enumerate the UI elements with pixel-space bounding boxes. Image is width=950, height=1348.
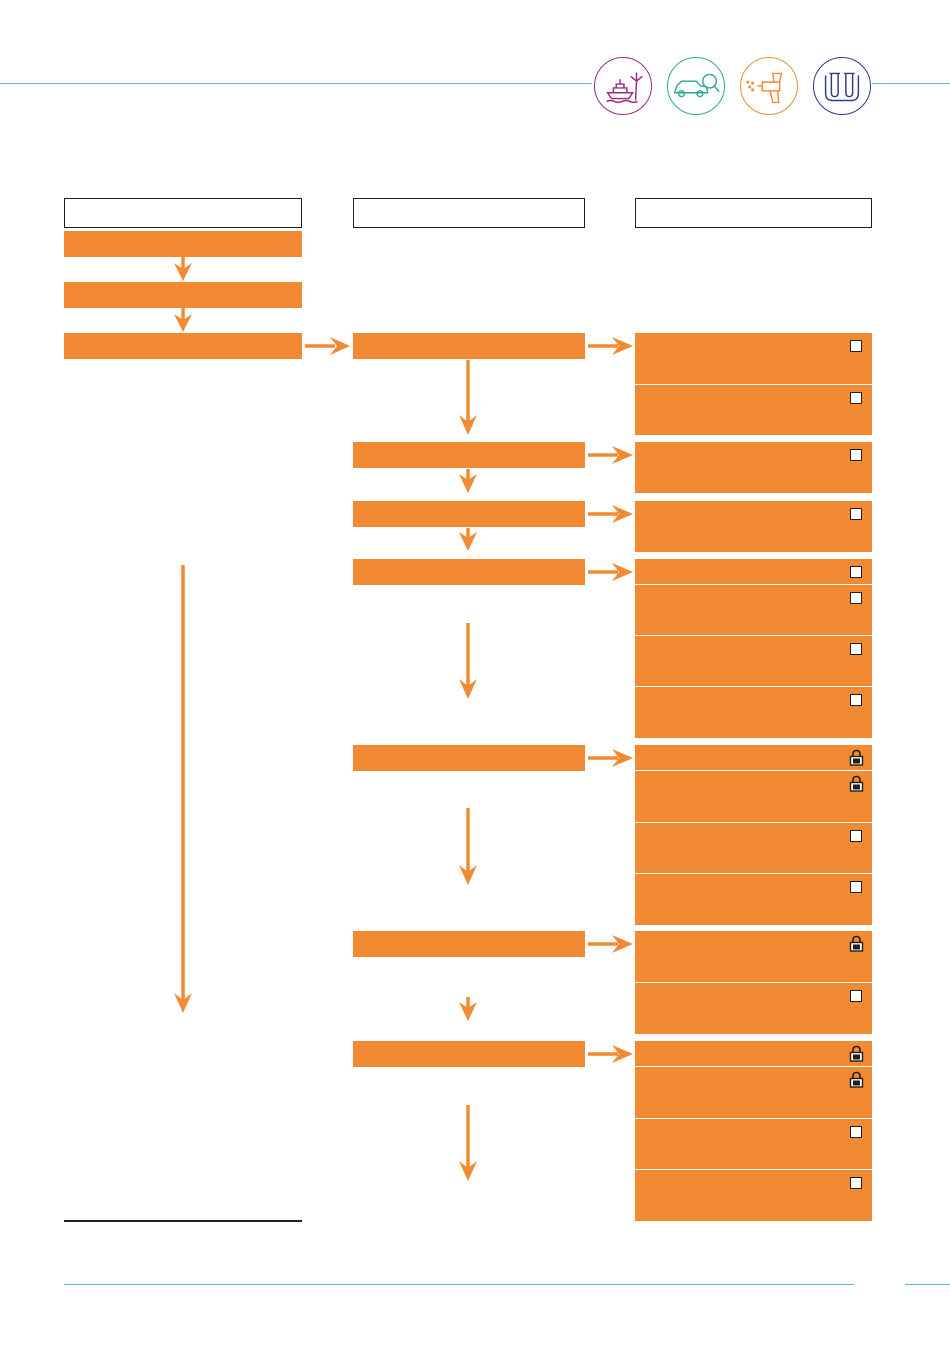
middle-step-5 xyxy=(353,745,585,771)
checkbox[interactable] xyxy=(850,881,862,893)
arrow-down xyxy=(459,360,477,435)
checkbox[interactable] xyxy=(850,694,862,706)
bottom-rule-left xyxy=(64,1284,854,1285)
checkbox[interactable] xyxy=(850,392,862,404)
checkbox[interactable] xyxy=(850,830,862,842)
middle-step-7 xyxy=(353,1041,585,1067)
arrow-right xyxy=(588,1045,633,1063)
right-cell-11 xyxy=(635,823,872,873)
arrow-down xyxy=(174,308,192,332)
right-cell-14 xyxy=(635,983,872,1034)
right-cell-4 xyxy=(635,501,872,552)
right-cell-5 xyxy=(635,559,872,584)
arrow-down xyxy=(174,565,192,1013)
spray-gun-icon xyxy=(740,57,798,115)
right-cell-6 xyxy=(635,585,872,635)
bottom-rule-right xyxy=(905,1284,950,1285)
lock-icon xyxy=(849,1045,864,1062)
middle-step-4 xyxy=(353,559,585,585)
checkbox[interactable] xyxy=(850,340,862,352)
right-cell-7 xyxy=(635,636,872,686)
middle-step-6 xyxy=(353,931,585,957)
arrow-down xyxy=(459,528,477,551)
left-step-1 xyxy=(64,231,302,257)
lock-icon xyxy=(849,1071,864,1088)
lock-icon xyxy=(849,775,864,792)
checkbox[interactable] xyxy=(850,643,862,655)
right-cell-12 xyxy=(635,874,872,925)
checkbox[interactable] xyxy=(850,566,862,578)
checkbox[interactable] xyxy=(850,1177,862,1189)
lock-icon xyxy=(849,749,864,766)
arrow-right xyxy=(305,337,350,355)
checkbox[interactable] xyxy=(850,1126,862,1138)
ship-wind-turbine-icon xyxy=(594,57,652,115)
arrow-down xyxy=(459,469,477,493)
right-cell-17 xyxy=(635,1119,872,1169)
right-cell-16 xyxy=(635,1067,872,1118)
right-cell-9 xyxy=(635,745,872,770)
middle-step-2 xyxy=(353,442,585,468)
right-cell-18 xyxy=(635,1170,872,1221)
right-cell-2 xyxy=(635,385,872,435)
middle-step-3 xyxy=(353,501,585,527)
arrow-right xyxy=(588,446,633,464)
arrow-right xyxy=(588,563,633,581)
middle-step-1 xyxy=(353,333,585,359)
left-step-2 xyxy=(64,282,302,308)
arrow-down xyxy=(459,623,477,699)
arrow-down xyxy=(459,997,477,1021)
top-rule-left xyxy=(0,83,592,84)
right-cell-1 xyxy=(635,333,872,384)
right-cell-15 xyxy=(635,1041,872,1066)
lock-icon xyxy=(849,935,864,952)
arrow-down xyxy=(174,257,192,281)
arrow-down xyxy=(459,1105,477,1181)
arrow-right xyxy=(588,935,633,953)
checkbox[interactable] xyxy=(850,592,862,604)
checkbox[interactable] xyxy=(850,990,862,1002)
left-step-3 xyxy=(64,333,302,359)
checkbox[interactable] xyxy=(850,449,862,461)
right-cell-8 xyxy=(635,687,872,738)
column-header-2 xyxy=(353,198,585,228)
checkbox[interactable] xyxy=(850,508,862,520)
column-header-3 xyxy=(635,198,872,228)
arrow-down xyxy=(459,808,477,885)
top-rule-right xyxy=(872,83,950,84)
arrow-right xyxy=(588,337,633,355)
test-tubes-icon xyxy=(813,57,871,115)
car-magnifier-icon xyxy=(667,57,725,115)
right-cell-10 xyxy=(635,771,872,822)
right-cell-3 xyxy=(635,442,872,493)
right-cell-13 xyxy=(635,931,872,982)
column-header-1 xyxy=(64,198,302,228)
arrow-right xyxy=(588,749,633,767)
arrow-right xyxy=(588,505,633,523)
footnote-rule xyxy=(64,1220,302,1222)
